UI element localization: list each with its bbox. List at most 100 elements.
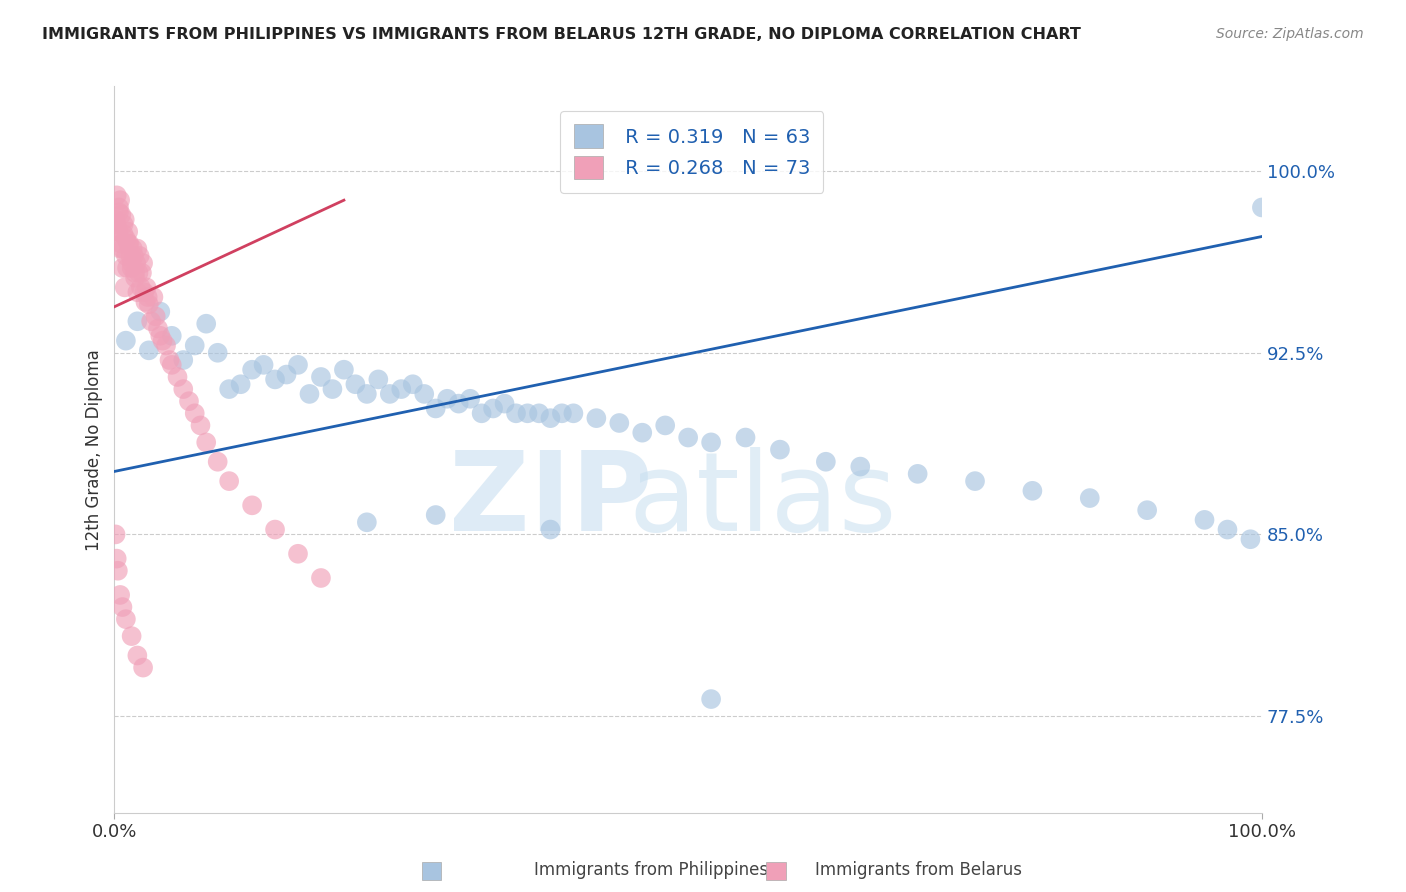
- Point: [1251, 201, 1274, 215]
- Point: [120, 249, 142, 263]
- Point: [700, 692, 723, 706]
- Point: [700, 435, 723, 450]
- Point: [129, 280, 152, 294]
- Point: [734, 430, 756, 444]
- Point: [298, 387, 321, 401]
- Point: [107, 225, 129, 239]
- Point: [471, 406, 494, 420]
- Point: [121, 256, 143, 270]
- Point: [152, 334, 174, 348]
- Point: [104, 527, 127, 541]
- Point: [907, 467, 929, 481]
- Point: [127, 242, 149, 256]
- Point: [111, 600, 134, 615]
- Point: [121, 629, 143, 643]
- Point: [344, 377, 367, 392]
- Text: ZIP: ZIP: [449, 447, 652, 554]
- Point: [107, 564, 129, 578]
- Point: [132, 256, 155, 270]
- Point: [356, 387, 378, 401]
- Point: [814, 455, 837, 469]
- Point: [494, 396, 516, 410]
- Point: [229, 377, 252, 392]
- Point: [112, 227, 135, 241]
- Point: [413, 387, 436, 401]
- Point: [516, 406, 538, 420]
- Point: [108, 201, 131, 215]
- Point: [105, 188, 128, 202]
- Text: Immigrants from Belarus: Immigrants from Belarus: [815, 861, 1022, 879]
- Point: [160, 358, 183, 372]
- Point: [166, 370, 188, 384]
- Point: [482, 401, 505, 416]
- Point: [527, 406, 550, 420]
- Point: [110, 236, 132, 251]
- Point: [585, 411, 607, 425]
- Point: [128, 266, 150, 280]
- Point: [425, 401, 447, 416]
- Point: [1021, 483, 1043, 498]
- Point: [105, 218, 128, 232]
- Point: [124, 270, 146, 285]
- Text: atlas: atlas: [628, 447, 897, 554]
- Point: [562, 406, 585, 420]
- Point: [149, 328, 172, 343]
- Point: [436, 392, 458, 406]
- Point: [172, 382, 194, 396]
- Point: [676, 430, 699, 444]
- Point: [389, 382, 412, 396]
- Point: [122, 249, 145, 263]
- Point: [121, 260, 143, 275]
- Point: [108, 242, 131, 256]
- Point: [195, 317, 218, 331]
- Point: [264, 523, 287, 537]
- Point: [190, 418, 212, 433]
- Point: [127, 285, 149, 300]
- Point: [135, 280, 157, 294]
- Point: [160, 328, 183, 343]
- Point: [115, 334, 138, 348]
- Point: [240, 362, 263, 376]
- Point: [963, 474, 986, 488]
- Point: [1136, 503, 1159, 517]
- Point: [142, 290, 165, 304]
- Point: [458, 392, 481, 406]
- Point: [155, 338, 177, 352]
- Point: [127, 314, 149, 328]
- Point: [607, 416, 630, 430]
- Point: [540, 523, 562, 537]
- Point: [114, 280, 136, 294]
- Point: [321, 382, 343, 396]
- Point: [105, 551, 128, 566]
- Point: [172, 353, 194, 368]
- Point: [117, 236, 139, 251]
- Point: [127, 648, 149, 663]
- Point: [115, 249, 138, 263]
- Point: [367, 372, 389, 386]
- Point: [1194, 513, 1216, 527]
- Point: [654, 418, 676, 433]
- Point: [402, 377, 425, 392]
- Point: [207, 455, 229, 469]
- Point: [769, 442, 792, 457]
- Point: [131, 266, 153, 280]
- Point: [1078, 491, 1101, 505]
- Point: [115, 232, 138, 246]
- Point: [115, 612, 138, 626]
- Point: [309, 370, 332, 384]
- Point: [1239, 533, 1261, 547]
- Point: [112, 218, 135, 232]
- Point: [138, 297, 160, 311]
- Point: [108, 588, 131, 602]
- Point: [134, 294, 156, 309]
- Point: [287, 547, 309, 561]
- Point: [287, 358, 309, 372]
- Point: [207, 345, 229, 359]
- Point: [107, 225, 129, 239]
- Point: [218, 474, 240, 488]
- Point: [111, 242, 134, 256]
- Text: Source: ZipAtlas.com: Source: ZipAtlas.com: [1216, 27, 1364, 41]
- Point: [184, 338, 207, 352]
- Point: [108, 205, 131, 219]
- Point: [309, 571, 332, 585]
